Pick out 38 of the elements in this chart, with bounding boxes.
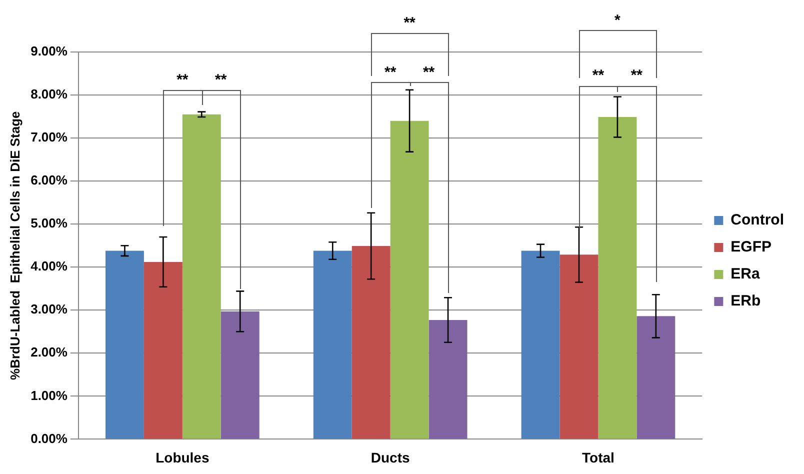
bar: [313, 250, 352, 439]
y-tick-label: 9.00%: [30, 44, 68, 59]
y-tick-label: 5.00%: [30, 216, 68, 231]
y-tick-label: 3.00%: [30, 302, 68, 317]
y-tick-label: 6.00%: [30, 172, 68, 188]
bar: [220, 311, 260, 439]
annotation: **: [384, 64, 396, 81]
bar: [521, 250, 560, 439]
bar: [182, 114, 221, 439]
bar: [598, 116, 637, 439]
annotation: **: [422, 64, 435, 81]
bar: [428, 320, 468, 439]
bar: [390, 120, 429, 439]
x-tick-label: Lobules: [156, 449, 210, 466]
y-tick-label: 7.00%: [30, 130, 68, 145]
text: **: [404, 14, 416, 32]
annotation: **: [630, 67, 643, 84]
legend-label: Control: [730, 212, 784, 229]
annotation: **: [176, 72, 188, 88]
annotation: **: [592, 67, 604, 84]
y-tick-label: 2.00%: [30, 344, 68, 360]
text: *: [614, 12, 621, 30]
legend-label: EGFP: [730, 238, 772, 256]
legend-label: ERb: [730, 292, 761, 310]
x-tick-label: Total: [582, 449, 614, 466]
bar: [636, 316, 676, 439]
y-axis-title: %BrdU-Labled Epithelial Cells in DiE Stage: [7, 111, 22, 380]
legend-label: ERa: [730, 266, 761, 283]
bar: [105, 250, 144, 439]
bar: [352, 246, 390, 439]
y-tick-label: 1.00%: [30, 388, 68, 403]
x-tick-label: Ducts: [370, 449, 410, 466]
bar: [560, 254, 598, 439]
bar: [144, 262, 182, 439]
y-tick-label: 4.00%: [30, 258, 68, 274]
y-tick-label: 8.00%: [30, 86, 68, 102]
annotation: **: [215, 72, 227, 88]
y-tick-label: 0.00%: [30, 430, 68, 446]
